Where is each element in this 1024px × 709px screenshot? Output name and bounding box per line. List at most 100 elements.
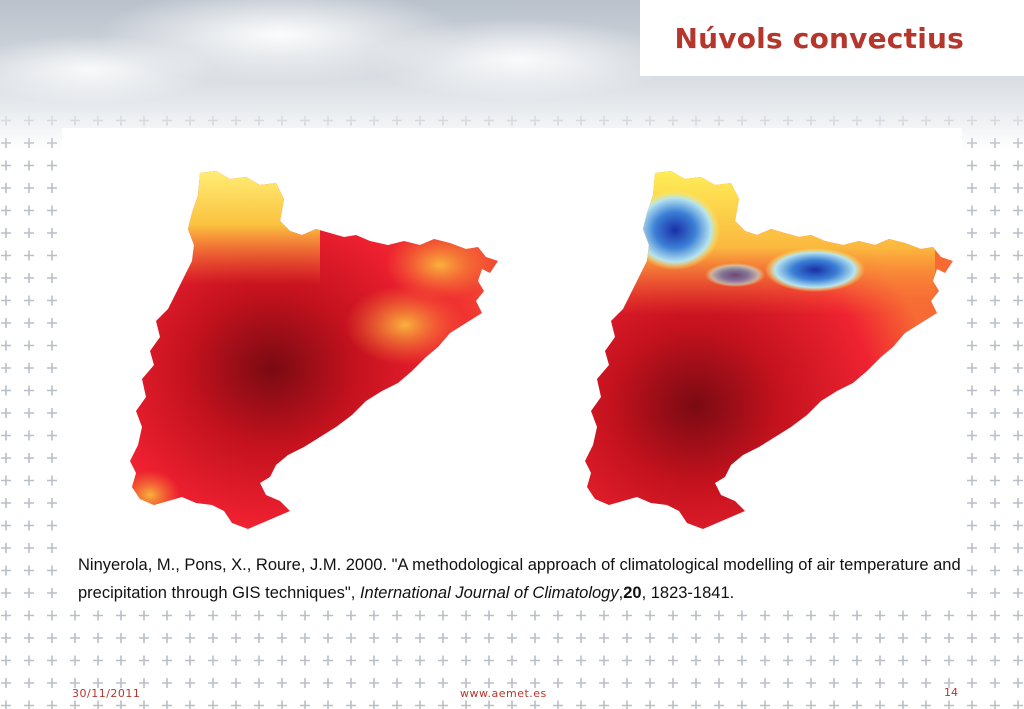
cross-mark [990, 295, 1000, 306]
cross-mark [806, 655, 816, 666]
cross-mark [47, 498, 57, 508]
citation-journal: International Journal of Climatology [359, 584, 619, 602]
cross-mark [1, 430, 11, 441]
cross-mark [875, 633, 885, 643]
cross-mark [990, 565, 1000, 576]
cross-mark [70, 678, 80, 688]
cross-mark [47, 520, 57, 531]
cross-mark [967, 520, 977, 531]
cross-mark [24, 228, 34, 238]
cross-mark [967, 408, 977, 418]
cross-mark [24, 205, 34, 216]
cross-mark [990, 250, 1000, 261]
cross-mark [806, 678, 816, 688]
cross-mark [139, 610, 149, 621]
cross-mark [415, 610, 425, 621]
cross-mark [599, 700, 609, 709]
cross-mark [24, 250, 34, 261]
citation-pages: , 1823-1841. [641, 584, 735, 602]
cross-mark [530, 610, 540, 621]
cross-mark [116, 700, 126, 709]
cross-mark [898, 678, 908, 688]
cross-mark [1013, 453, 1023, 463]
cross-mark [47, 543, 57, 553]
citation: Ninyerola, M., Pons, X., Roure, J.M. 200… [78, 551, 978, 607]
cross-mark [852, 700, 862, 709]
page-number: 14 [944, 686, 958, 699]
cross-mark [24, 520, 34, 531]
cross-mark [645, 678, 655, 688]
cross-mark [783, 655, 793, 666]
cross-mark [530, 633, 540, 643]
cross-mark [300, 610, 310, 621]
cross-mark [47, 475, 57, 486]
cross-mark [1, 543, 11, 553]
cross-mark [668, 678, 678, 688]
cross-mark [162, 700, 172, 709]
cross-mark [921, 610, 931, 621]
cross-mark [254, 700, 264, 709]
cross-mark [1013, 363, 1023, 373]
cross-mark [438, 655, 448, 666]
cross-mark [1, 475, 11, 486]
cross-mark [277, 700, 287, 709]
cross-mark [1013, 183, 1023, 193]
cross-mark [599, 655, 609, 666]
cross-mark [576, 678, 586, 688]
cross-mark [1013, 385, 1023, 396]
footer-url[interactable]: www.aemet.es [460, 687, 547, 700]
cross-mark [852, 610, 862, 621]
cross-mark [70, 655, 80, 666]
cross-mark [93, 610, 103, 621]
cross-mark [47, 408, 57, 418]
cross-mark [323, 700, 333, 709]
cross-mark [829, 633, 839, 643]
cross-mark [461, 633, 471, 643]
cross-mark [875, 700, 885, 709]
cross-mark [369, 633, 379, 643]
cross-mark [1013, 295, 1023, 306]
cross-mark [829, 700, 839, 709]
cross-mark [875, 610, 885, 621]
cross-mark [990, 340, 1000, 351]
cross-mark [208, 655, 218, 666]
cross-mark [783, 678, 793, 688]
cross-mark [1013, 408, 1023, 418]
cross-mark [806, 700, 816, 709]
cross-mark [139, 633, 149, 643]
cross-mark [139, 700, 149, 709]
cross-mark [714, 610, 724, 621]
cross-mark [944, 655, 954, 666]
cross-mark [1013, 430, 1023, 441]
cross-mark [24, 678, 34, 688]
cross-mark [507, 610, 517, 621]
cross-mark [24, 610, 34, 621]
cross-mark [116, 633, 126, 643]
cross-mark [668, 700, 678, 709]
cross-mark [622, 633, 632, 643]
cross-mark [921, 655, 931, 666]
citation-sep: , [618, 584, 624, 602]
cross-mark [967, 565, 977, 576]
cross-mark [852, 655, 862, 666]
cross-mark [47, 565, 57, 576]
cross-mark [1, 183, 11, 193]
cross-mark [990, 543, 1000, 553]
cross-mark [47, 340, 57, 351]
cross-mark [1, 295, 11, 306]
cross-mark [47, 228, 57, 238]
cross-mark [369, 610, 379, 621]
cross-mark [323, 633, 333, 643]
cross-mark [162, 678, 172, 688]
cross-mark [47, 363, 57, 373]
cross-mark [967, 655, 977, 666]
cross-mark [116, 610, 126, 621]
cross-mark [392, 610, 402, 621]
cross-mark [1, 588, 11, 598]
cross-mark [829, 678, 839, 688]
cross-mark [70, 633, 80, 643]
cross-mark [24, 273, 34, 283]
cross-mark [392, 700, 402, 709]
cross-mark [507, 700, 517, 709]
